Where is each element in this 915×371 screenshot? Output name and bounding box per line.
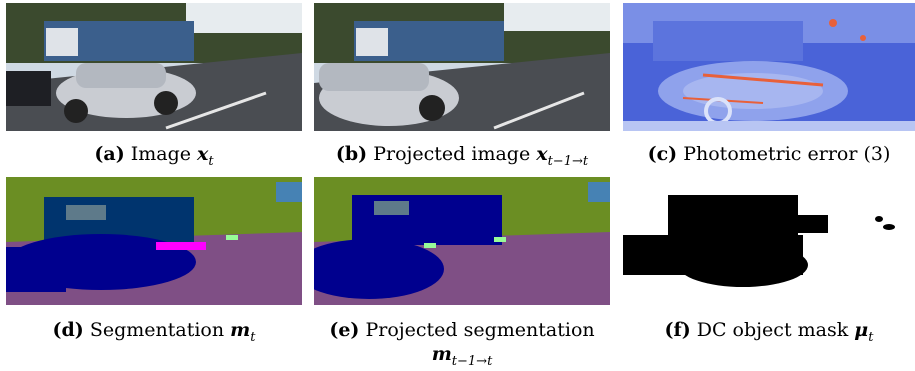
caption-e: (e) Projected segmentation mt−1→t (329, 319, 595, 369)
panel-c-photometric-error (623, 3, 915, 131)
photometric-error-map (623, 3, 915, 131)
caption-c: (c) Photometric error (3) (647, 143, 891, 165)
image-xt (6, 3, 302, 131)
projected-image (314, 3, 610, 131)
panel-f-dc-object-mask (623, 177, 915, 305)
segmentation-mt (6, 177, 302, 305)
caption-a: (a) Image xt (94, 143, 214, 169)
panel-a-image (6, 3, 302, 131)
dc-object-mask (623, 177, 915, 305)
projected-segmentation (314, 177, 610, 305)
panel-d-segmentation (6, 177, 302, 305)
caption-f: (f) DC object mask μt (664, 319, 874, 345)
caption-d: (d) Segmentation mt (52, 319, 256, 345)
panel-e-projected-segmentation (314, 177, 610, 305)
caption-b: (b) Projected image xt−1→t (335, 143, 589, 169)
panel-b-projected-image (314, 3, 610, 131)
